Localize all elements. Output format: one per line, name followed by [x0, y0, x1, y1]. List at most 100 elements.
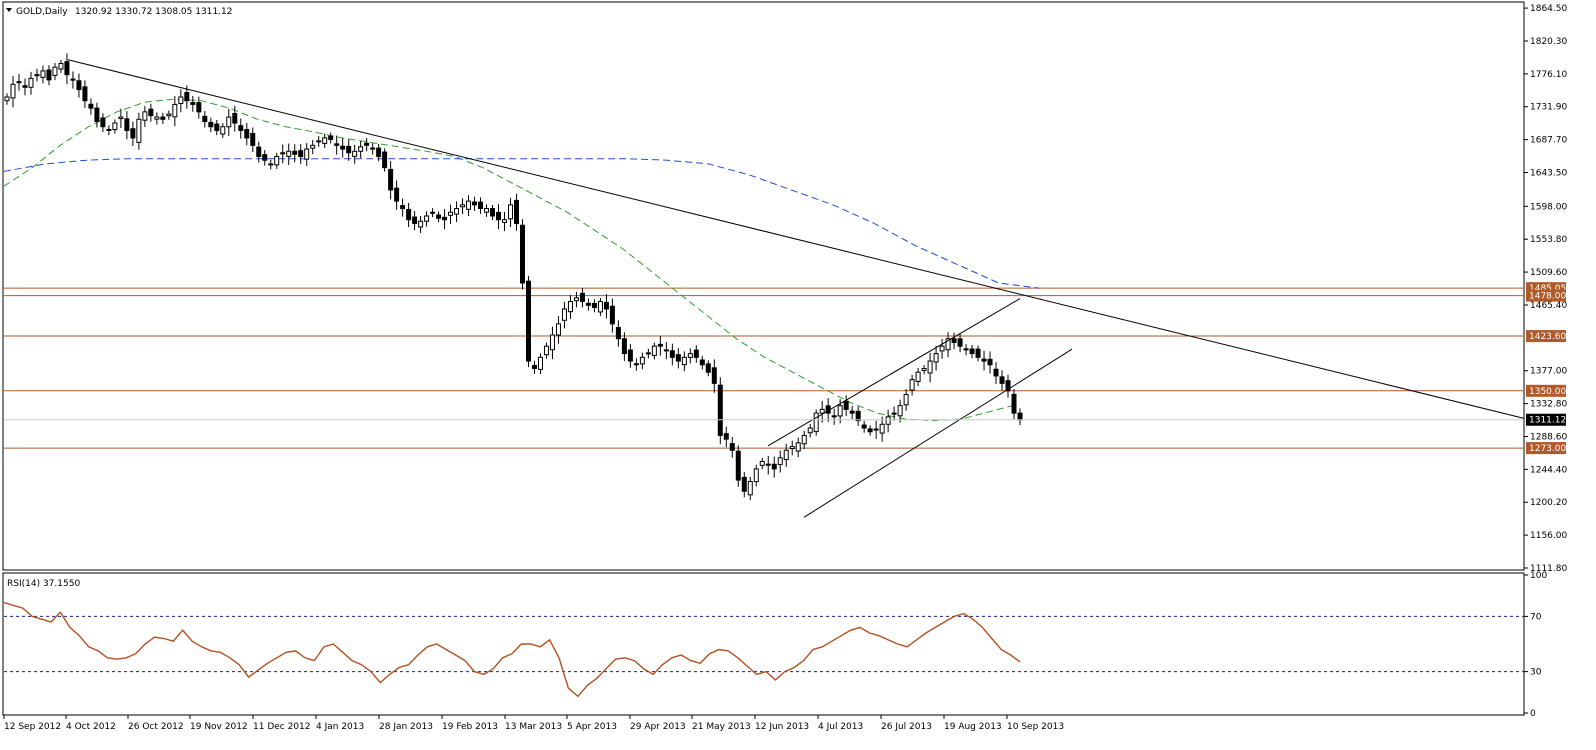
candle-body	[651, 345, 657, 356]
dropdown-triangle-icon[interactable]	[6, 8, 12, 12]
candle-body	[963, 348, 969, 351]
candle	[304, 143, 310, 166]
candle	[124, 111, 130, 140]
level-tag-bg	[1526, 330, 1566, 343]
candle	[406, 202, 412, 228]
candle-body	[753, 468, 759, 483]
candle	[807, 423, 813, 438]
x-tick-label: 5 Apr 2013	[567, 722, 617, 732]
candle-body	[502, 219, 508, 223]
candle-body	[448, 211, 454, 216]
candle	[328, 132, 334, 144]
candle-body	[543, 345, 549, 356]
candle-body	[873, 428, 879, 431]
candle	[508, 197, 514, 227]
candle-body	[238, 125, 244, 131]
price-panel-frame	[2, 1, 1525, 571]
candle-body	[64, 61, 70, 76]
candle	[376, 143, 382, 162]
candle-body	[370, 147, 376, 150]
candle-body	[885, 416, 891, 425]
current-price-tag-bg	[1526, 413, 1566, 426]
candle-body	[124, 118, 130, 131]
candle	[639, 352, 645, 370]
candle-body	[1011, 393, 1017, 414]
candle	[735, 445, 741, 487]
candle-body	[484, 208, 490, 213]
candle-body	[969, 348, 975, 355]
candle-body	[717, 384, 723, 436]
candle-body	[573, 297, 579, 302]
candle-body	[88, 103, 94, 109]
trendline-channel-lower	[803, 348, 1073, 518]
candle-body	[340, 145, 346, 150]
candle-body	[555, 323, 561, 336]
candle	[627, 344, 633, 368]
candle-body	[274, 155, 280, 166]
candle	[675, 348, 681, 369]
current-price-tag: 1311.12	[1526, 413, 1566, 426]
candle-body	[909, 379, 915, 391]
candle	[202, 110, 208, 128]
candle-body	[262, 154, 268, 161]
candle-body	[927, 360, 933, 374]
candle-body	[843, 400, 849, 410]
candle	[609, 298, 615, 333]
candle-body	[22, 85, 28, 88]
candle	[64, 53, 70, 85]
candle-body	[472, 201, 478, 206]
candle	[250, 127, 256, 153]
candle	[819, 401, 825, 423]
candle-body	[957, 338, 963, 347]
y-tick-label: 1687.70	[1530, 136, 1567, 146]
candle-body	[741, 476, 747, 492]
x-tick-label: 21 May 2013	[692, 722, 751, 732]
candle	[256, 141, 262, 163]
candle-body	[777, 457, 783, 465]
candle	[16, 73, 22, 91]
candle	[783, 443, 789, 467]
candle-body	[286, 150, 292, 157]
price-axis: 1864.50 1820.30 1776.10 1731.90 1687.70 1643.…	[4, 4, 1567, 574]
candle-body	[837, 405, 843, 417]
candle	[154, 112, 160, 125]
candle-body	[1017, 412, 1023, 421]
candle	[76, 73, 82, 98]
candle-body	[981, 358, 987, 362]
x-tick-label: 19 Nov 2012	[190, 722, 248, 732]
candle-body	[112, 122, 118, 131]
level-tag-label: 1485.05	[1529, 284, 1566, 294]
candle	[795, 437, 801, 458]
candle	[657, 336, 663, 356]
candle-body	[364, 142, 370, 146]
candle	[310, 139, 316, 155]
candle	[166, 110, 172, 120]
candle-body	[358, 146, 364, 152]
candle-body	[999, 376, 1005, 384]
candle	[975, 345, 981, 362]
candle-body	[519, 224, 525, 284]
candle	[603, 294, 609, 319]
candle-body	[232, 112, 238, 124]
candle	[412, 211, 418, 231]
candle	[400, 198, 406, 217]
candle-body	[322, 137, 328, 144]
candle-body	[310, 144, 316, 149]
candle-body	[118, 116, 124, 120]
candle-body	[442, 216, 448, 221]
y-tick-label: 1377.00	[1530, 367, 1567, 377]
candle-body	[585, 302, 591, 306]
candle	[993, 362, 999, 384]
candle-body	[723, 433, 729, 440]
candle-body	[675, 354, 681, 362]
candle	[454, 201, 460, 223]
candle	[879, 416, 885, 442]
candle-body	[945, 338, 951, 351]
candle-body	[436, 214, 442, 219]
candle	[130, 121, 136, 146]
candle-body	[1005, 380, 1011, 392]
candle	[214, 119, 220, 136]
candle	[394, 180, 400, 210]
candle	[843, 395, 849, 417]
candle	[717, 377, 723, 445]
